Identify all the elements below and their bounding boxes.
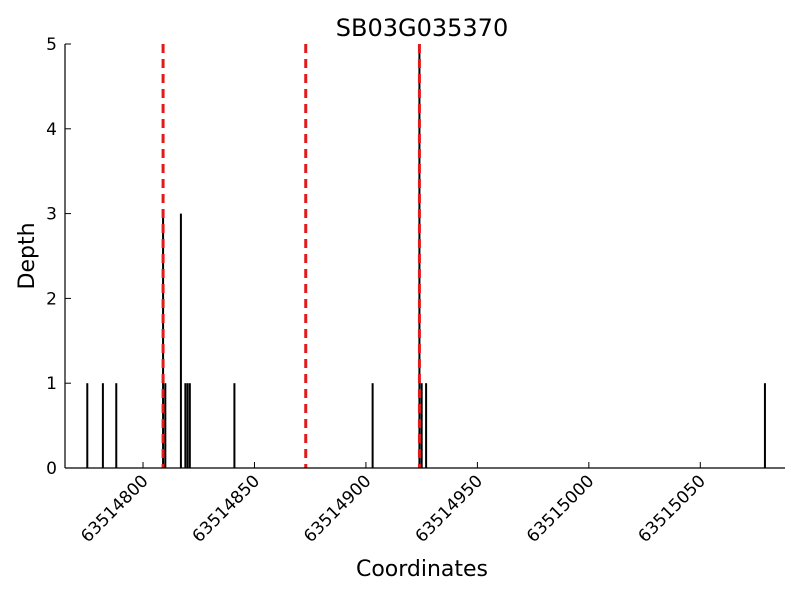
depth-bar xyxy=(101,383,104,468)
depth-bar xyxy=(115,383,118,468)
x-tick-label: 63514850 xyxy=(189,471,264,546)
y-tick-label: 5 xyxy=(46,35,57,55)
depth-bar xyxy=(763,383,766,468)
depth-bar xyxy=(164,383,167,468)
depth-bar xyxy=(188,383,191,468)
reference-lines-layer xyxy=(161,44,421,468)
depth-bar xyxy=(371,383,374,468)
depth-bar xyxy=(184,383,187,468)
axes-layer: 0 1 2 3 4 5 63514800 63514850 63514900 63514950 63… xyxy=(46,35,785,547)
depth-bar xyxy=(233,383,236,468)
depth-bar xyxy=(179,213,182,468)
chart-title: SB03G035370 xyxy=(336,14,508,42)
x-tick-label: 63515050 xyxy=(635,471,710,546)
y-axis-label: Depth xyxy=(15,222,40,289)
y-tick-label: 4 xyxy=(46,120,57,140)
depth-bar xyxy=(186,383,189,468)
depth-bar xyxy=(162,213,165,468)
y-tick-label: 1 xyxy=(46,374,57,394)
x-tick-label: 63514950 xyxy=(412,471,487,546)
x-tick-label: 63514800 xyxy=(77,471,152,546)
depth-bar xyxy=(420,383,423,468)
y-tick-label: 0 xyxy=(46,459,57,479)
bars-layer xyxy=(86,44,766,468)
y-tick-label: 2 xyxy=(46,289,57,309)
x-tick-label: 63515000 xyxy=(523,471,598,546)
x-tick-label: 63514900 xyxy=(300,471,375,546)
y-tick-label: 3 xyxy=(46,205,57,225)
depth-bar xyxy=(86,383,89,468)
x-axis-label: Coordinates xyxy=(356,557,488,582)
depth-bar xyxy=(425,383,428,468)
